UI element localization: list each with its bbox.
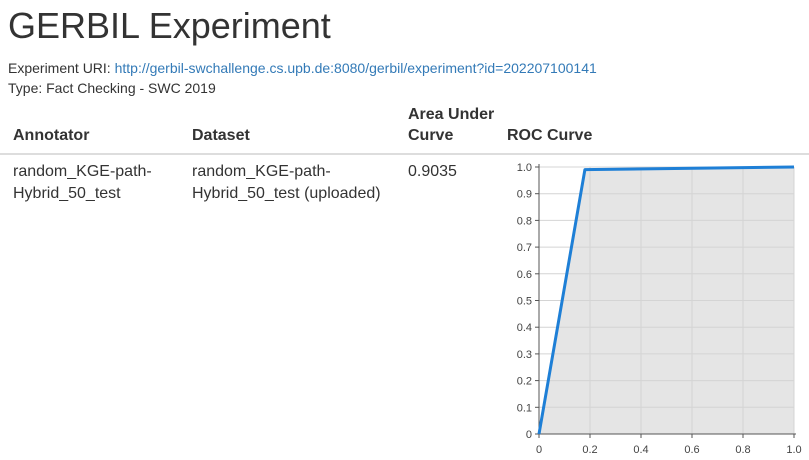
- y-tick-label: 1.0: [517, 162, 532, 174]
- experiment-uri-row: Experiment URI: http://gerbil-swchalleng…: [8, 60, 597, 76]
- roc-series-line: [537, 165, 795, 435]
- header-auc-line1: Area Under: [408, 106, 495, 123]
- y-tick-label: 0.8: [517, 215, 532, 227]
- y-tick-label: 0.3: [517, 349, 532, 361]
- y-tick-label: 0.4: [517, 322, 532, 334]
- auc-value: 0.9035: [408, 163, 457, 180]
- y-tick-label: 0.5: [517, 296, 532, 308]
- x-tick-label: 0: [536, 444, 542, 456]
- dataset-line2: Hybrid_50_test (uploaded): [192, 185, 381, 202]
- header-auc-line2: Curve: [408, 127, 454, 144]
- y-tick-label: 0.2: [517, 376, 532, 388]
- experiment-type: Type: Fact Checking - SWC 2019: [8, 80, 216, 96]
- roc-curve-chart: 0 0.1 0.2 0.3 0.4 0.5 0.6 0.7 0.8 0.9 1.0 0 0.2 0.4 0.…: [517, 162, 802, 456]
- annotator-line1: random_KGE-path-: [13, 163, 152, 180]
- x-tick-label: 0.8: [735, 444, 750, 456]
- y-tick-label: 0.9: [517, 189, 532, 201]
- x-tick-label: 0.6: [684, 444, 699, 456]
- y-tick-label: 0.1: [517, 402, 532, 414]
- experiment-uri-link[interactable]: http://gerbil-swchallenge.cs.upb.de:8080…: [114, 60, 597, 76]
- y-tick-label: 0: [526, 429, 532, 441]
- header-divider: [0, 153, 809, 155]
- experiment-uri-label: Experiment URI:: [8, 60, 111, 76]
- annotator-cell: random_KGE-path- Hybrid_50_test: [13, 161, 152, 205]
- y-tick-label: 0.7: [517, 242, 532, 254]
- x-tick-label: 1.0: [786, 444, 801, 456]
- dataset-line1: random_KGE-path-: [192, 163, 331, 180]
- header-annotator: Annotator: [13, 127, 90, 144]
- x-tick-label: 0.2: [582, 444, 597, 456]
- x-tick-label: 0.4: [633, 444, 648, 456]
- annotator-line2: Hybrid_50_test: [13, 185, 121, 202]
- header-dataset: Dataset: [192, 127, 250, 144]
- page-title: GERBIL Experiment: [8, 5, 331, 46]
- y-tick-label: 0.6: [517, 269, 532, 281]
- header-roc-curve: ROC Curve: [507, 127, 593, 144]
- dataset-cell: random_KGE-path- Hybrid_50_test (uploade…: [192, 161, 381, 205]
